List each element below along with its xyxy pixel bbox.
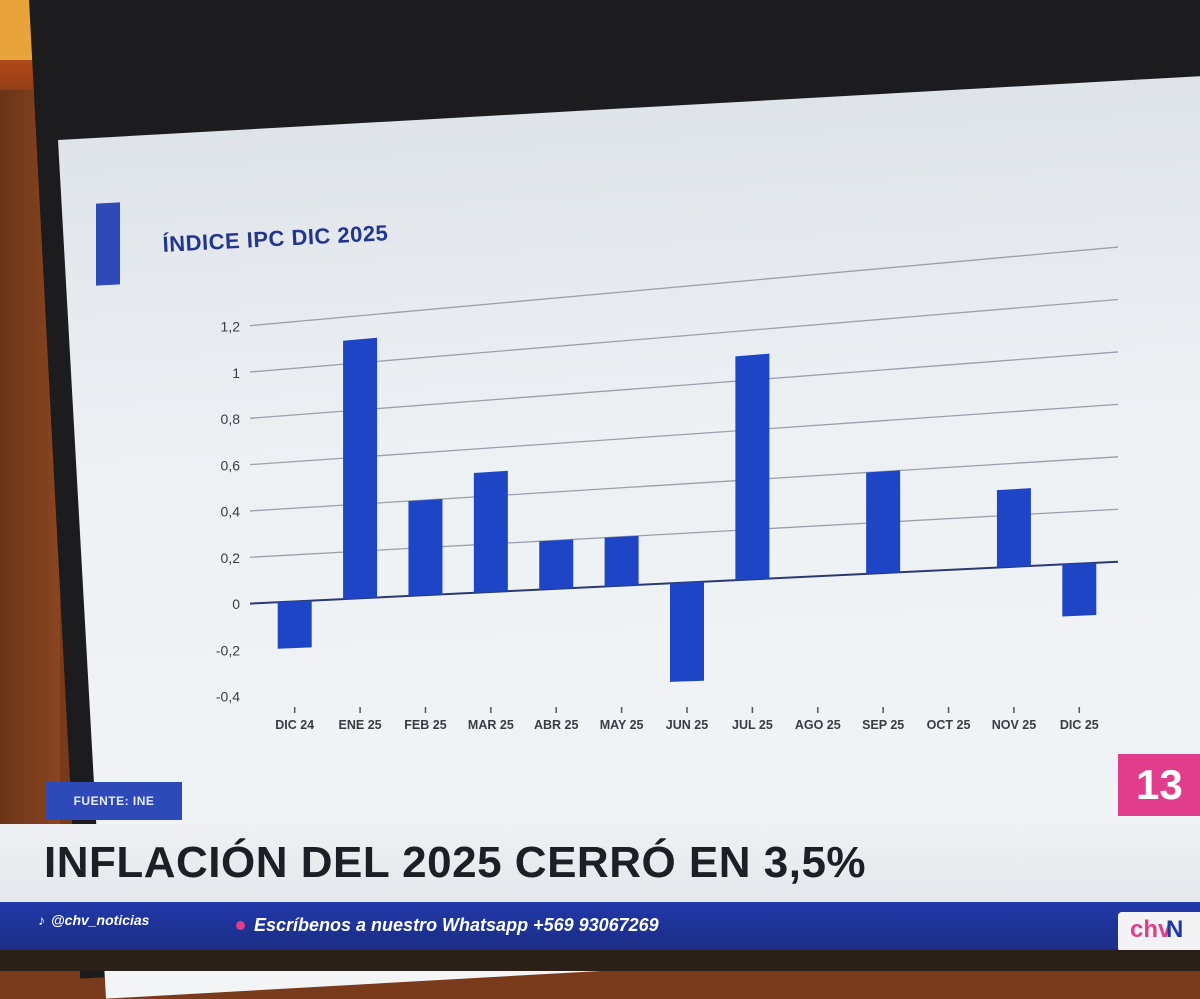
gridline	[249, 508, 1119, 558]
headline-band	[0, 824, 1200, 908]
bar-nov-25	[996, 488, 1031, 568]
y-tick-label: -0,4	[216, 689, 240, 705]
logo-n: N	[1166, 916, 1184, 943]
x-tick-label: AGO 25	[795, 718, 841, 732]
y-tick-label: 0	[232, 596, 240, 612]
y-axis-ticks: 1,2 1 0,8 0,6 0,4 0,2 0 -0,2 -0,4	[216, 319, 240, 705]
x-tick-label: JUN 25	[666, 718, 708, 732]
x-tick-label: JUL 25	[732, 718, 773, 732]
channel-logo: chv N	[1118, 912, 1200, 952]
bar-dic-24	[277, 600, 312, 649]
x-tick-label: DIC 24	[275, 718, 314, 732]
y-tick-label: -0,2	[216, 642, 240, 658]
social-handle-text: @chv_noticias	[51, 912, 150, 928]
bar-ene-25	[343, 337, 378, 600]
x-axis-ticks: DIC 24 ENE 25 FEB 25 MAR 25 ABR 25 MAY 25 JUN …	[275, 707, 1099, 732]
bar-jul-25	[735, 353, 770, 581]
bar-jun-25	[670, 581, 704, 682]
y-tick-label: 1	[232, 365, 240, 381]
gridline	[249, 298, 1119, 373]
x-tick-label: DIC 25	[1060, 718, 1099, 732]
gridline	[249, 246, 1119, 327]
bottom-edge	[0, 950, 1200, 971]
x-tick-label: ENE 25	[339, 718, 382, 732]
social-handle: ♪ @chv_noticias	[38, 912, 149, 928]
chart-gridlines	[249, 246, 1119, 605]
bar-dic-25	[1062, 562, 1097, 617]
tiktok-icon: ♪	[38, 912, 45, 928]
y-tick-label: 0,4	[221, 504, 241, 520]
chart-bars	[277, 337, 1097, 682]
bar-sep-25	[866, 470, 901, 574]
channel-number: 13	[1118, 754, 1200, 816]
bar-mar-25	[473, 470, 508, 593]
y-tick-label: 0,2	[221, 550, 241, 566]
x-tick-label: OCT 25	[927, 718, 971, 732]
bar-abr-25	[539, 539, 574, 590]
ticker-message: Escríbenos a nuestro Whatsapp +569 93067…	[254, 915, 659, 935]
x-tick-label: MAY 25	[600, 718, 644, 732]
gridline	[249, 403, 1119, 466]
source-label: FUENTE: INE	[46, 782, 182, 820]
headline: INFLACIÓN DEL 2025 CERRÓ EN 3,5%	[44, 838, 867, 887]
x-tick-label: ABR 25	[534, 718, 579, 732]
bar-feb-25	[408, 498, 443, 596]
logo-chv: chv	[1130, 916, 1172, 943]
y-tick-label: 0,6	[221, 457, 241, 473]
x-tick-label: NOV 25	[992, 718, 1037, 732]
y-tick-label: 0,8	[221, 411, 241, 427]
bar-may-25	[604, 535, 639, 587]
broadcast-content: ÍNDICE IPC DIC 2025 1,2 1 0,8 0,6 0,4 0,2 0 -0,…	[0, 202, 1200, 971]
bar-chart: 1,2 1 0,8 0,6 0,4 0,2 0 -0,2 -0,4 DIC 24 ENE 25 FE…	[216, 246, 1119, 732]
gridline	[249, 456, 1119, 512]
x-tick-label: FEB 25	[404, 718, 446, 732]
x-tick-label: SEP 25	[862, 718, 904, 732]
zero-baseline	[249, 560, 1119, 605]
news-ticker: ♪ @chv_noticias Escríbenos a nuestro What…	[0, 902, 1200, 950]
ticker-dot-icon	[236, 921, 245, 930]
x-tick-label: MAR 25	[468, 718, 514, 732]
gridline	[249, 351, 1119, 419]
y-tick-label: 1,2	[221, 319, 241, 335]
